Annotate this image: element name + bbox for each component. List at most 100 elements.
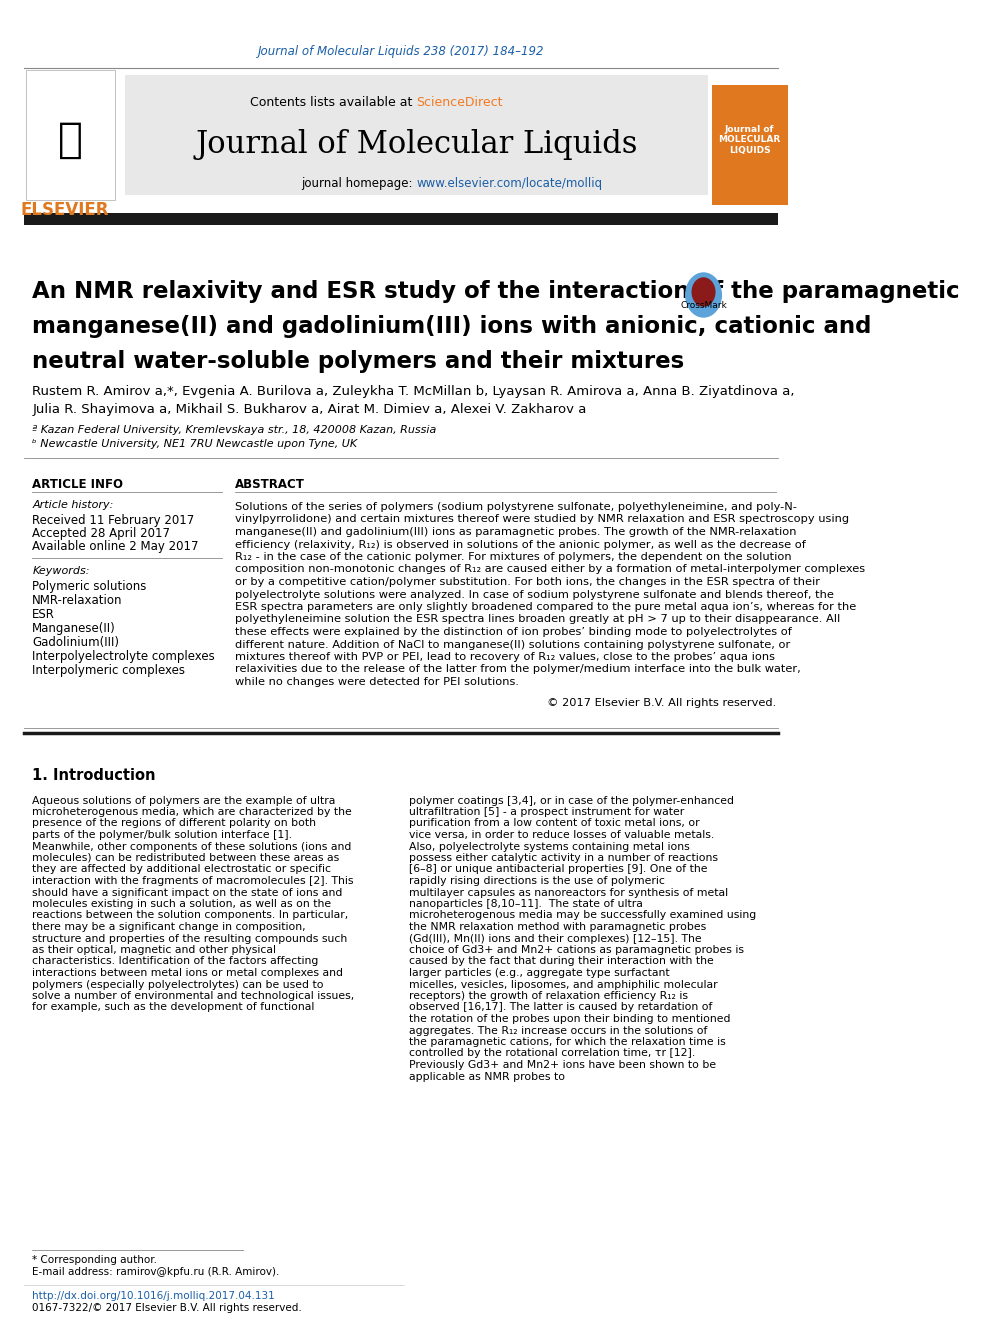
Text: Meanwhile, other components of these solutions (ions and: Meanwhile, other components of these sol… xyxy=(33,841,352,852)
Text: as their optical, magnetic and other physical: as their optical, magnetic and other phy… xyxy=(33,945,277,955)
Text: polyethyleneimine solution the ESR spectra lines broaden greatly at pH > 7 up to: polyethyleneimine solution the ESR spect… xyxy=(234,614,840,624)
Text: Also, polyelectrolyte systems containing metal ions: Also, polyelectrolyte systems containing… xyxy=(409,841,689,852)
Text: mixtures thereof with PVP or PEI, lead to recovery of R₁₂ values, close to the p: mixtures thereof with PVP or PEI, lead t… xyxy=(234,652,775,662)
Text: receptors) the growth of relaxation efficiency R₁₂ is: receptors) the growth of relaxation effi… xyxy=(409,991,688,1002)
Text: larger particles (e.g., aggregate type surfactant: larger particles (e.g., aggregate type s… xyxy=(409,968,670,978)
Text: for example, such as the development of functional: for example, such as the development of … xyxy=(33,1003,314,1012)
Text: NMR-relaxation: NMR-relaxation xyxy=(33,594,123,607)
Bar xyxy=(26,70,115,200)
Text: (Gd(III), Mn(II) ions and their complexes) [12–15]. The: (Gd(III), Mn(II) ions and their complexe… xyxy=(409,934,701,943)
Text: nanoparticles [8,10–11].  The state of ultra: nanoparticles [8,10–11]. The state of ul… xyxy=(409,900,643,909)
Text: Journal of Molecular Liquids 238 (2017) 184–192: Journal of Molecular Liquids 238 (2017) … xyxy=(258,45,545,58)
Text: controlled by the rotational correlation time, τr [12].: controlled by the rotational correlation… xyxy=(409,1049,695,1058)
Text: molecules existing in such a solution, as well as on the: molecules existing in such a solution, a… xyxy=(33,900,331,909)
Text: ᵇ Newcastle University, NE1 7RU Newcastle upon Tyne, UK: ᵇ Newcastle University, NE1 7RU Newcastl… xyxy=(33,439,357,448)
Text: purification from a low content of toxic metal ions, or: purification from a low content of toxic… xyxy=(409,819,699,828)
Text: ELSEVIER: ELSEVIER xyxy=(21,201,109,220)
Text: interaction with the fragments of macromolecules [2]. This: interaction with the fragments of macrom… xyxy=(33,876,354,886)
Text: ARTICLE INFO: ARTICLE INFO xyxy=(33,478,123,491)
Text: ScienceDirect: ScienceDirect xyxy=(417,95,503,108)
Text: Article history:: Article history: xyxy=(33,500,114,509)
Text: vice versa, in order to reduce losses of valuable metals.: vice versa, in order to reduce losses of… xyxy=(409,830,714,840)
Text: 1. Introduction: 1. Introduction xyxy=(33,767,156,782)
Text: micelles, vesicles, liposomes, and amphiphilic molecular: micelles, vesicles, liposomes, and amphi… xyxy=(409,979,718,990)
Text: aggregates. The R₁₂ increase occurs in the solutions of: aggregates. The R₁₂ increase occurs in t… xyxy=(409,1025,707,1036)
Text: Journal of
MOLECULAR
LIQUIDS: Journal of MOLECULAR LIQUIDS xyxy=(718,126,781,155)
Text: Accepted 28 April 2017: Accepted 28 April 2017 xyxy=(33,527,171,540)
Text: Journal of Molecular Liquids: Journal of Molecular Liquids xyxy=(195,130,638,160)
Bar xyxy=(125,75,707,194)
Text: An NMR relaxivity and ESR study of the interaction of the paramagnetic: An NMR relaxivity and ESR study of the i… xyxy=(33,280,960,303)
Text: http://dx.doi.org/10.1016/j.molliq.2017.04.131: http://dx.doi.org/10.1016/j.molliq.2017.… xyxy=(33,1291,275,1301)
Bar xyxy=(24,213,778,225)
Text: the rotation of the probes upon their binding to mentioned: the rotation of the probes upon their bi… xyxy=(409,1013,731,1024)
Text: www.elsevier.com/locate/molliq: www.elsevier.com/locate/molliq xyxy=(417,176,602,189)
Text: they are affected by additional electrostatic or specific: they are affected by additional electros… xyxy=(33,864,331,875)
Text: ABSTRACT: ABSTRACT xyxy=(234,478,305,491)
Text: manganese(II) and gadolinium(III) ions with anionic, cationic and: manganese(II) and gadolinium(III) ions w… xyxy=(33,315,872,337)
Text: Rustem R. Amirov a,*, Evgenia A. Burilova a, Zuleykha T. McMillan b, Lyaysan R. : Rustem R. Amirov a,*, Evgenia A. Burilov… xyxy=(33,385,795,398)
Text: Previously Gd3+ and Mn2+ ions have been shown to be: Previously Gd3+ and Mn2+ ions have been … xyxy=(409,1060,716,1070)
Text: E-mail address: ramirov@kpfu.ru (R.R. Amirov).: E-mail address: ramirov@kpfu.ru (R.R. Am… xyxy=(33,1267,280,1277)
Text: Interpolyelectrolyte complexes: Interpolyelectrolyte complexes xyxy=(33,650,215,663)
Text: polymer coatings [3,4], or in case of the polymer-enhanced: polymer coatings [3,4], or in case of th… xyxy=(409,795,734,806)
Text: © 2017 Elsevier B.V. All rights reserved.: © 2017 Elsevier B.V. All rights reserved… xyxy=(547,697,777,708)
Text: caused by the fact that during their interaction with the: caused by the fact that during their int… xyxy=(409,957,714,967)
Text: molecules) can be redistributed between these areas as: molecules) can be redistributed between … xyxy=(33,853,339,863)
Text: microheterogenous media may be successfully examined using: microheterogenous media may be successfu… xyxy=(409,910,757,921)
Text: observed [16,17]. The latter is caused by retardation of: observed [16,17]. The latter is caused b… xyxy=(409,1003,712,1012)
Text: applicable as NMR probes to: applicable as NMR probes to xyxy=(409,1072,565,1081)
Circle shape xyxy=(685,273,721,318)
Text: the NMR relaxation method with paramagnetic probes: the NMR relaxation method with paramagne… xyxy=(409,922,706,931)
Text: rapidly rising directions is the use of polymeric: rapidly rising directions is the use of … xyxy=(409,876,665,886)
Text: presence of the regions of different polarity on both: presence of the regions of different pol… xyxy=(33,819,316,828)
Text: should have a significant impact on the state of ions and: should have a significant impact on the … xyxy=(33,888,342,897)
Text: Keywords:: Keywords: xyxy=(33,566,90,576)
Text: the paramagnetic cations, for which the relaxation time is: the paramagnetic cations, for which the … xyxy=(409,1037,726,1046)
Text: solve a number of environmental and technological issues,: solve a number of environmental and tech… xyxy=(33,991,354,1002)
Text: neutral water-soluble polymers and their mixtures: neutral water-soluble polymers and their… xyxy=(33,351,684,373)
Text: Interpolymeric complexes: Interpolymeric complexes xyxy=(33,664,186,677)
Circle shape xyxy=(692,278,715,306)
Text: Gadolinium(III): Gadolinium(III) xyxy=(33,636,119,650)
Text: ESR spectra parameters are only slightly broadened compared to the pure metal aq: ESR spectra parameters are only slightly… xyxy=(234,602,856,613)
Text: these effects were explained by the distinction of ion probes’ binding mode to p: these effects were explained by the dist… xyxy=(234,627,792,636)
Text: Contents lists available at: Contents lists available at xyxy=(250,95,417,108)
Text: R₁₂ - in the case of the cationic polymer. For mixtures of polymers, the depende: R₁₂ - in the case of the cationic polyme… xyxy=(234,552,792,562)
Text: Manganese(II): Manganese(II) xyxy=(33,622,116,635)
Text: [6–8] or unique antibacterial properties [9]. One of the: [6–8] or unique antibacterial properties… xyxy=(409,864,707,875)
Text: polymers (especially polyelectrolytes) can be used to: polymers (especially polyelectrolytes) c… xyxy=(33,979,323,990)
Text: Julia R. Shayimova a, Mikhail S. Bukharov a, Airat M. Dimiev a, Alexei V. Zakhar: Julia R. Shayimova a, Mikhail S. Bukharo… xyxy=(33,404,586,415)
Text: Solutions of the series of polymers (sodium polystyrene sulfonate, polyethylenei: Solutions of the series of polymers (sod… xyxy=(234,501,797,512)
Text: * Corresponding author.: * Corresponding author. xyxy=(33,1256,158,1265)
Text: structure and properties of the resulting compounds such: structure and properties of the resultin… xyxy=(33,934,347,943)
Text: journal homepage:: journal homepage: xyxy=(302,176,417,189)
Text: Received 11 February 2017: Received 11 February 2017 xyxy=(33,515,194,527)
Text: choice of Gd3+ and Mn2+ cations as paramagnetic probes is: choice of Gd3+ and Mn2+ cations as param… xyxy=(409,945,744,955)
Text: 0167-7322/© 2017 Elsevier B.V. All rights reserved.: 0167-7322/© 2017 Elsevier B.V. All right… xyxy=(33,1303,303,1312)
Text: there may be a significant change in composition,: there may be a significant change in com… xyxy=(33,922,306,931)
Text: reactions between the solution components. In particular,: reactions between the solution component… xyxy=(33,910,348,921)
Text: Aqueous solutions of polymers are the example of ultra: Aqueous solutions of polymers are the ex… xyxy=(33,795,335,806)
Text: parts of the polymer/bulk solution interface [1].: parts of the polymer/bulk solution inter… xyxy=(33,830,293,840)
Text: ª Kazan Federal University, Kremlevskaya str., 18, 420008 Kazan, Russia: ª Kazan Federal University, Kremlevskaya… xyxy=(33,425,436,435)
Text: multilayer capsules as nanoreactors for synthesis of metal: multilayer capsules as nanoreactors for … xyxy=(409,888,728,897)
Text: vinylpyrrolidone) and certain mixtures thereof were studied by NMR relaxation an: vinylpyrrolidone) and certain mixtures t… xyxy=(234,515,848,524)
Text: Polymeric solutions: Polymeric solutions xyxy=(33,579,147,593)
Text: relaxivities due to the release of the latter from the polymer/medium interface : relaxivities due to the release of the l… xyxy=(234,664,801,675)
Text: microheterogenous media, which are characterized by the: microheterogenous media, which are chara… xyxy=(33,807,352,818)
Text: polyelectrolyte solutions were analyzed. In case of sodium polystyrene sulfonate: polyelectrolyte solutions were analyzed.… xyxy=(234,590,833,599)
Text: composition non-monotonic changes of R₁₂ are caused either by a formation of met: composition non-monotonic changes of R₁₂… xyxy=(234,565,865,574)
Text: ESR: ESR xyxy=(33,609,56,620)
Text: efficiency (relaxivity, R₁₂) is observed in solutions of the anionic polymer, as: efficiency (relaxivity, R₁₂) is observed… xyxy=(234,540,806,549)
Text: manganese(II) and gadolinium(III) ions as paramagnetic probes. The growth of the: manganese(II) and gadolinium(III) ions a… xyxy=(234,527,796,537)
Text: 🌳: 🌳 xyxy=(58,119,83,161)
Text: interactions between metal ions or metal complexes and: interactions between metal ions or metal… xyxy=(33,968,343,978)
Text: Available online 2 May 2017: Available online 2 May 2017 xyxy=(33,540,198,553)
Text: or by a competitive cation/polymer substitution. For both ions, the changes in t: or by a competitive cation/polymer subst… xyxy=(234,577,819,587)
Text: while no changes were detected for PEI solutions.: while no changes were detected for PEI s… xyxy=(234,677,519,687)
Text: different nature. Addition of NaCl to manganese(II) solutions containing polysty: different nature. Addition of NaCl to ma… xyxy=(234,639,790,650)
Text: ultrafiltration [5] - a prospect instrument for water: ultrafiltration [5] - a prospect instrum… xyxy=(409,807,684,818)
Text: characteristics. Identification of the factors affecting: characteristics. Identification of the f… xyxy=(33,957,318,967)
Text: possess either catalytic activity in a number of reactions: possess either catalytic activity in a n… xyxy=(409,853,718,863)
